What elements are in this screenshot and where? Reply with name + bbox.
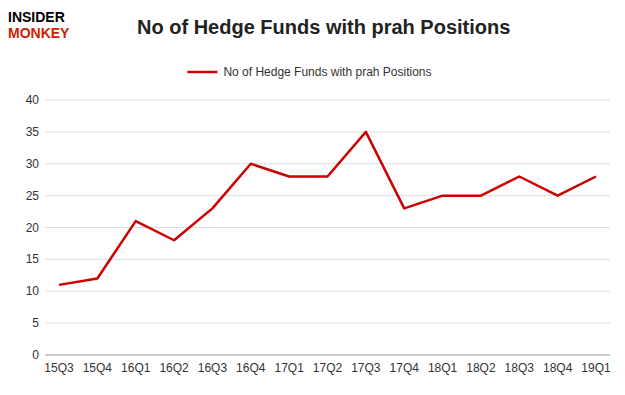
y-tick-label: 35 xyxy=(26,125,40,139)
x-tick-label: 17Q4 xyxy=(390,361,420,375)
y-tick-label: 5 xyxy=(32,316,39,330)
y-tick-label: 20 xyxy=(26,221,40,235)
legend: No of Hedge Funds with prah Positions xyxy=(187,65,431,79)
grid-line xyxy=(45,131,610,132)
legend-label: No of Hedge Funds with prah Positions xyxy=(223,65,431,79)
x-axis: 15Q3 15Q4 16Q1 16Q2 16Q3 16Q4 17Q1 17Q2 17Q3 17Q4… xyxy=(44,355,611,375)
grid-line xyxy=(45,323,610,324)
x-tick-label: 16Q3 xyxy=(198,361,228,375)
x-tick-label: 17Q1 xyxy=(274,361,304,375)
y-tick-label: 15 xyxy=(26,252,40,266)
y-tick-label: 25 xyxy=(26,189,40,203)
chart: INSIDERMONKEY No of Hedge Funds with prah… xyxy=(0,0,625,395)
logo-text: INSIDER xyxy=(8,9,65,25)
x-tick-label: 17Q2 xyxy=(313,361,343,375)
x-tick-label: 18Q3 xyxy=(505,361,535,375)
grid-line xyxy=(45,100,610,101)
y-tick-label: 30 xyxy=(26,157,40,171)
title: No of Hedge Funds with prah Positions xyxy=(137,16,510,38)
grid-line xyxy=(45,195,610,196)
x-tick-label: 18Q4 xyxy=(543,361,573,375)
logo: INSIDERMONKEY xyxy=(8,9,70,41)
grid-line xyxy=(45,163,610,164)
x-tick-label: 16Q2 xyxy=(159,361,189,375)
x-tick-label: 18Q2 xyxy=(466,361,496,375)
series-line xyxy=(59,132,596,285)
x-tick-label: 15Q3 xyxy=(44,361,74,375)
x-tick-label: 19Q1 xyxy=(581,361,611,375)
plot-area xyxy=(59,132,596,285)
x-tick-label: 18Q1 xyxy=(428,361,458,375)
y-axis: 0 5 10 15 20 25 30 35 40 xyxy=(26,93,610,362)
logo-text: MONKEY xyxy=(8,25,70,41)
y-tick-label: 10 xyxy=(26,284,40,298)
y-tick-label: 0 xyxy=(32,348,39,362)
grid-line xyxy=(45,291,610,292)
y-tick-label: 40 xyxy=(26,93,40,107)
x-axis-line xyxy=(45,355,610,356)
grid-line xyxy=(45,259,610,260)
grid-line xyxy=(45,355,610,356)
x-tick-label: 16Q4 xyxy=(236,361,266,375)
x-tick-label: 15Q4 xyxy=(83,361,113,375)
chart-container: INSIDERMONKEY No of Hedge Funds with prah… xyxy=(0,0,625,395)
x-tick-label: 17Q3 xyxy=(351,361,381,375)
legend-swatch xyxy=(187,71,217,74)
x-tick-label: 16Q1 xyxy=(121,361,151,375)
